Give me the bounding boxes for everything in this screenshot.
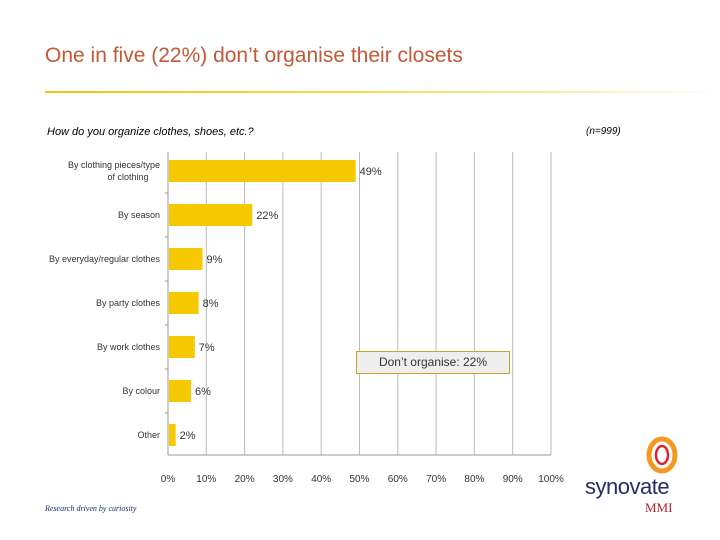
category-label: By colour <box>122 386 160 396</box>
x-tick-label: 0% <box>161 474 176 485</box>
x-tick-label: 90% <box>503 474 523 485</box>
sample-size: (n=999) <box>586 126 621 137</box>
x-tick-label: 70% <box>426 474 446 485</box>
x-tick-label: 20% <box>235 474 255 485</box>
value-label: 22% <box>256 210 278 222</box>
bar <box>169 380 191 402</box>
x-tick-label: 30% <box>273 474 293 485</box>
x-tick-label: 60% <box>388 474 408 485</box>
x-tick-label: 10% <box>196 474 216 485</box>
logo-wordmark: synovate <box>585 474 670 499</box>
category-label: Other <box>137 430 160 440</box>
x-tick-label: 100% <box>538 474 564 485</box>
survey-question: How do you organize clothes, shoes, etc.… <box>47 126 254 138</box>
callout-box: Don’t organise: 22% <box>356 351 510 374</box>
bar <box>169 204 253 226</box>
value-label: 8% <box>203 298 219 310</box>
bar <box>169 292 199 314</box>
category-label: By work clothes <box>97 342 161 352</box>
synovate-logo: synovate MMI <box>585 436 695 516</box>
bar <box>169 336 195 358</box>
bar <box>169 160 356 182</box>
value-label: 6% <box>195 386 211 398</box>
category-label: By party clothes <box>96 298 161 308</box>
category-label: By season <box>118 210 160 220</box>
x-tick-label: 50% <box>349 474 369 485</box>
value-label: 49% <box>360 166 382 178</box>
bar <box>169 424 176 446</box>
x-tick-label: 40% <box>311 474 331 485</box>
logo-mark-icon <box>646 436 678 474</box>
x-tick-label: 80% <box>464 474 484 485</box>
logo-sub: MMI <box>645 500 673 515</box>
footer-tagline: Research driven by curiosity <box>45 504 137 513</box>
value-label: 2% <box>180 430 196 442</box>
title-divider <box>45 91 720 93</box>
value-label: 7% <box>199 342 215 354</box>
bar <box>169 248 203 270</box>
category-label: By clothing pieces/type of clothing <box>68 160 160 182</box>
slide-title: One in five (22%) don’t organise their c… <box>45 44 463 67</box>
value-label: 9% <box>206 254 222 266</box>
category-label: By everyday/regular clothes <box>49 254 161 264</box>
